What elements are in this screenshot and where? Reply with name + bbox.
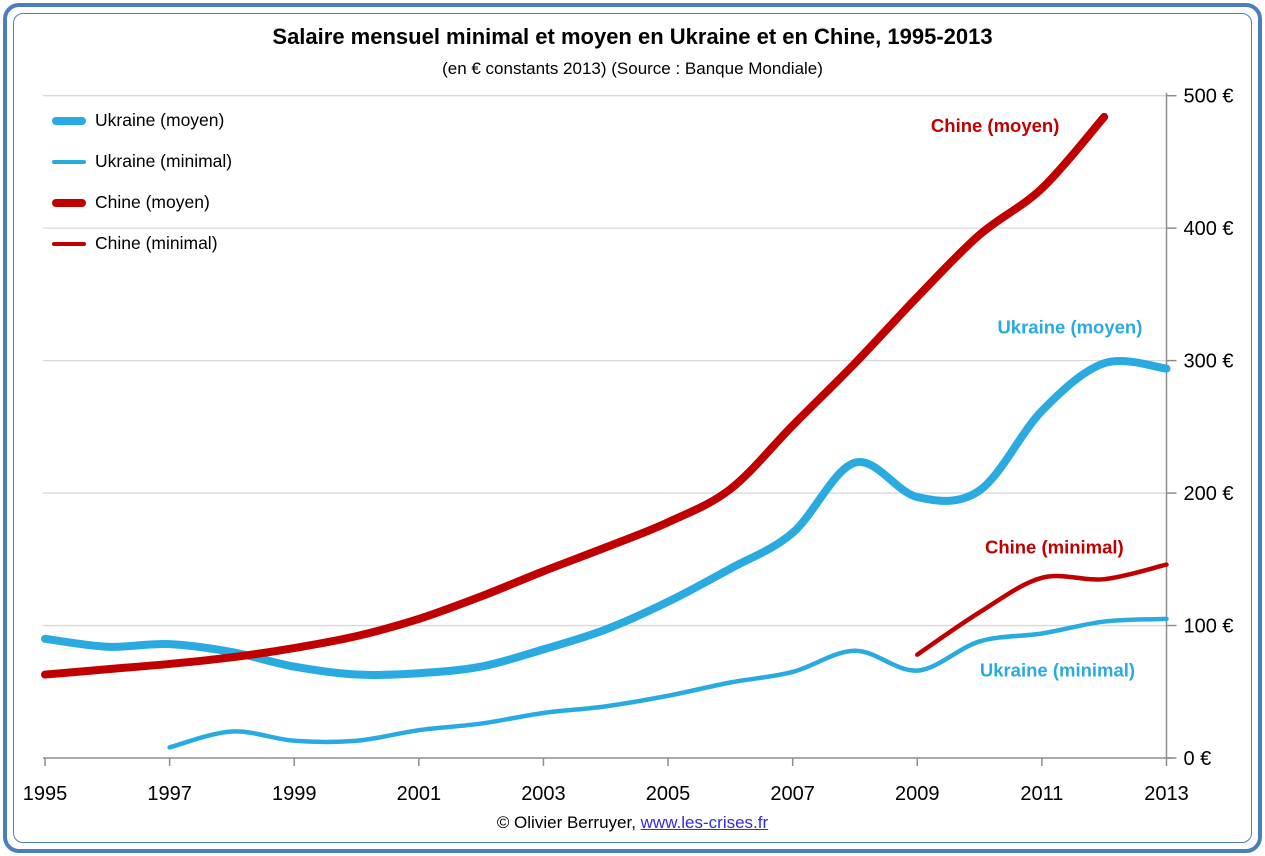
legend-item-ukraine-moyen: Ukraine (moyen) [52,100,232,141]
series-label-ukraine-moyen: Ukraine (moyen) [997,317,1142,338]
legend-item-chine-minimal: Chine (minimal) [52,223,232,264]
series-line-chine-minimal [915,562,1169,657]
x-tick-label-2009: 2009 [895,783,940,805]
y-tick-label-500: 500 € [1184,86,1234,108]
series-line-chine-moyen [41,112,1109,679]
footer-credit: © Olivier Berruyer, www.les-crises.fr [0,813,1265,833]
x-tick-label-2013: 2013 [1144,783,1189,805]
legend-label: Ukraine (moyen) [95,110,225,130]
x-tick-label-1997: 1997 [147,783,192,805]
legend-label: Chine (moyen) [95,192,210,212]
legend-swatch-ukraine-moyen [52,116,86,125]
x-tick-label-2011: 2011 [1020,783,1063,805]
x-tick-label-1995: 1995 [23,783,68,805]
y-tick-label-100: 100 € [1184,616,1234,638]
legend-swatch-ukraine-minimal [52,159,86,164]
legend-item-chine-moyen: Chine (moyen) [52,182,232,223]
credit-text: © Olivier Berruyer, [496,813,641,832]
y-tick-label-200: 200 € [1184,483,1234,505]
series-line-ukraine-minimal [167,616,1169,750]
series-label-chine-minimal: Chine (minimal) [985,536,1124,557]
y-tick-label-400: 400 € [1184,218,1234,240]
x-tick-label-2001: 2001 [397,783,442,805]
chart-title: Salaire mensuel minimal et moyen en Ukra… [272,24,993,49]
legend-swatch-chine-minimal [52,241,86,246]
x-tick-label-2005: 2005 [646,783,691,805]
y-tick-label-0: 0 € [1184,748,1212,770]
legend-label: Chine (minimal) [95,233,218,253]
credit-link[interactable]: www.les-crises.fr [640,813,769,832]
legend: Ukraine (moyen) Ukraine (minimal) Chine … [52,100,232,264]
legend-item-ukraine-minimal: Ukraine (minimal) [52,141,232,182]
series-label-ukraine-minimal: Ukraine (minimal) [980,660,1135,681]
x-tick-label-1999: 1999 [272,783,317,805]
chart-subtitle: (en € constants 2013) (Source : Banque M… [442,59,823,78]
x-tick-label-2007: 2007 [770,783,815,805]
legend-swatch-chine-moyen [52,198,86,207]
legend-label: Ukraine (minimal) [95,151,233,171]
series-label-chine-moyen: Chine (moyen) [931,115,1059,136]
y-tick-label-300: 300 € [1184,351,1234,373]
series-line-ukraine-moyen [41,356,1171,679]
x-tick-label-2003: 2003 [521,783,566,805]
